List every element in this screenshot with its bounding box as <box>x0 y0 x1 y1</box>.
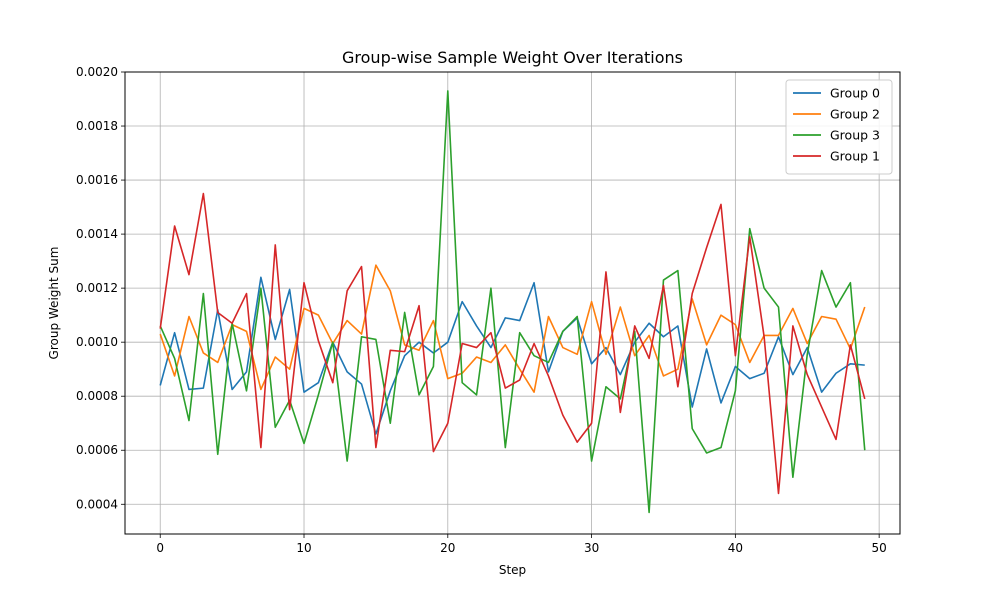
legend: Group 0 Group 2 Group 3 Group 1 <box>785 79 893 175</box>
series-line-group-1 <box>159 192 866 495</box>
y-tick-label: 0.0006 <box>76 443 118 457</box>
y-axis-label: Group Weight Sum <box>47 247 61 360</box>
legend-label-group-2: Group 2 <box>830 107 880 122</box>
axis-ticks: 0 10 20 30 40 50 0.0004 0.0006 0.0008 0.0010 0.001… <box>76 65 887 555</box>
x-tick-label: 0 <box>156 541 164 555</box>
plot-frame <box>124 71 901 535</box>
x-tick-label: 30 <box>584 541 599 555</box>
y-tick-label: 0.0020 <box>76 65 118 79</box>
series-lines <box>159 90 866 514</box>
series-line-group-0 <box>159 276 865 435</box>
legend-label-group-1: Group 1 <box>830 149 880 164</box>
x-tick-label: 40 <box>728 541 743 555</box>
legend-label-group-0: Group 0 <box>830 86 880 101</box>
legend-box <box>785 79 893 175</box>
x-tick-label: 10 <box>296 541 311 555</box>
y-tick-label: 0.0014 <box>76 227 118 241</box>
chart-title: Group-wise Sample Weight Over Iterations <box>342 48 683 67</box>
y-tick-label: 0.0018 <box>76 119 118 133</box>
series-line-group-2 <box>159 264 866 393</box>
y-tick-label: 0.0012 <box>76 281 118 295</box>
y-tick-label: 0.0010 <box>76 335 118 349</box>
x-tick-label: 20 <box>440 541 455 555</box>
y-tick-label: 0.0008 <box>76 389 118 403</box>
x-tick-label: 50 <box>872 541 887 555</box>
y-tick-label: 0.0016 <box>76 173 118 187</box>
y-tick-label: 0.0004 <box>76 497 118 511</box>
legend-label-group-3: Group 3 <box>830 128 880 143</box>
x-axis-label: Step <box>499 563 526 577</box>
